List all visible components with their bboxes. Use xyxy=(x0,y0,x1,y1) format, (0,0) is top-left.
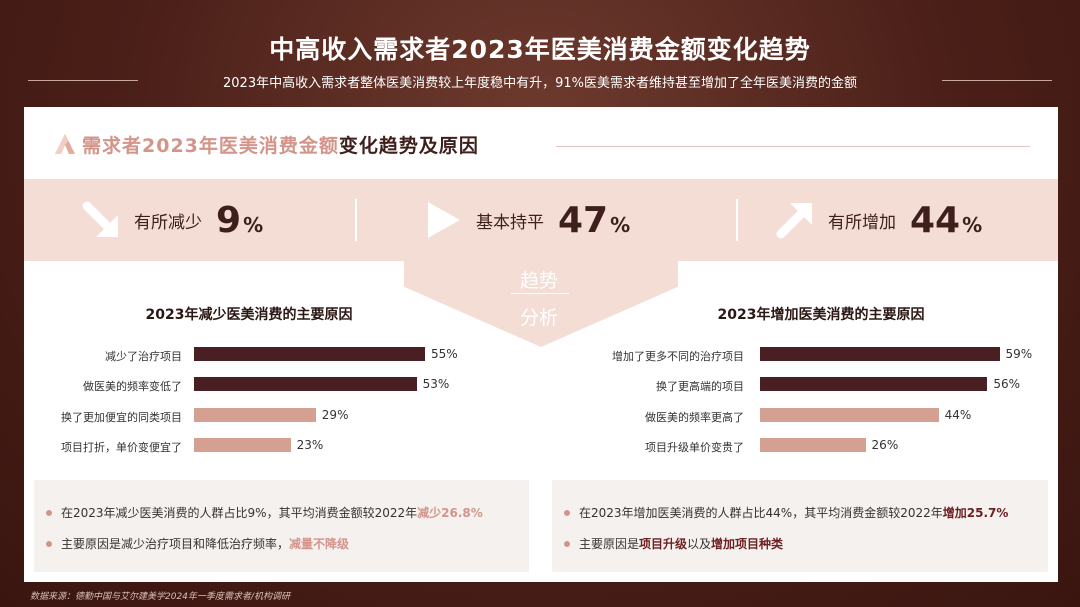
funnel-label-bottom: 分析 xyxy=(519,307,558,329)
bar-value-label: 59% xyxy=(1005,347,1033,361)
bar xyxy=(760,408,939,422)
stat-decrease: 有所减少 9 % xyxy=(80,195,263,245)
bar-value-label: 29% xyxy=(321,408,349,422)
bullet-dot xyxy=(46,509,52,516)
bar-value-label: 44% xyxy=(944,408,972,422)
stat-increase-label: 有所增加 xyxy=(828,212,896,233)
stats-band xyxy=(24,179,1058,261)
note-highlight: 增加项目种类 xyxy=(711,537,784,551)
bar xyxy=(194,347,425,361)
stat-increase: 有所增加 44 % xyxy=(774,195,982,245)
stat-decrease-value: 9 xyxy=(216,199,242,241)
funnel-rule xyxy=(511,293,569,294)
stat-flat-unit: % xyxy=(610,213,631,237)
note-text: 以及 xyxy=(687,537,712,551)
stat-divider xyxy=(355,199,357,241)
bar-category-label: 做医美的频率更高了 xyxy=(645,411,744,424)
bar-category-label: 做医美的频率变低了 xyxy=(83,380,182,393)
chart-title-decrease: 2023年减少医美消费的主要原因 xyxy=(145,307,353,323)
stat-decrease-unit: % xyxy=(243,213,264,237)
bar-value-label: 53% xyxy=(422,377,450,391)
bar xyxy=(194,438,291,452)
section-title-rule xyxy=(556,146,1030,147)
subtitle-rule-left xyxy=(28,80,138,81)
bar xyxy=(760,347,1000,361)
bar-category-label: 项目打折，单价变便宜了 xyxy=(61,441,182,454)
bar-category-label: 增加了更多不同的治疗项目 xyxy=(612,350,744,363)
section-title-light: 需求者2023年医美消费金额 xyxy=(82,135,339,157)
bar-value-label: 55% xyxy=(431,347,458,361)
chart-title-increase: 2023年增加医美消费的主要原因 xyxy=(717,307,925,323)
bar xyxy=(194,408,316,422)
subtitle-rule-right xyxy=(942,80,1052,81)
note-box-decrease: 在2023年减少医美消费的人群占比9%，其平均消费金额较2022年 减少26.8%… xyxy=(34,480,529,572)
bullet-dot xyxy=(46,540,52,547)
page-subtitle: 2023年中高收入需求者整体医美消费较上年度稳中有升，91%医美需求者维持甚至增… xyxy=(223,76,857,91)
stat-increase-value: 44 xyxy=(910,199,961,241)
note-highlight: 减量不降级 xyxy=(289,537,350,551)
note-item: 主要原因是 项目升级 以及 增加项目种类 xyxy=(564,535,783,552)
stat-divider xyxy=(736,199,738,241)
bar xyxy=(760,377,988,391)
content-card: 需求者2023年医美消费金额变化趋势及原因 趋势 分析 有所减少 9 % 基本持… xyxy=(24,107,1058,582)
note-highlight: 增加25.7% xyxy=(942,506,1009,520)
section-title-dark: 变化趋势及原因 xyxy=(338,135,479,157)
page-title: 中高收入需求者2023年医美消费金额变化趋势 xyxy=(269,35,811,64)
letter-a-icon xyxy=(55,134,75,154)
note-text: 在2023年减少医美消费的人群占比9%，其平均消费金额较2022年 xyxy=(61,506,418,520)
arrow-up-right-icon xyxy=(776,203,812,239)
bullet-dot xyxy=(564,509,570,516)
funnel-label-top: 趋势 xyxy=(519,270,558,292)
stat-decrease-label: 有所减少 xyxy=(134,212,202,233)
note-text: 主要原因是 xyxy=(579,537,640,551)
stat-flat: 基本持平 47 % xyxy=(422,195,630,245)
note-highlight: 项目升级 xyxy=(639,537,688,551)
stat-increase-unit: % xyxy=(962,213,983,237)
note-box-increase: 在2023年增加医美消费的人群占比44%，其平均消费金额较2022年 增加25.7… xyxy=(552,480,1048,572)
note-highlight: 减少26.8% xyxy=(417,506,483,520)
bar-value-label: 26% xyxy=(871,438,899,452)
bar-category-label: 项目升级单价变贵了 xyxy=(645,441,744,454)
bar-value-label: 56% xyxy=(993,377,1021,391)
note-item: 在2023年增加医美消费的人群占比44%，其平均消费金额较2022年 增加25.7… xyxy=(564,504,1008,521)
section-title: 需求者2023年医美消费金额变化趋势及原因 xyxy=(54,131,479,158)
play-right-icon xyxy=(428,202,460,238)
bar xyxy=(194,377,417,391)
stat-flat-value: 47 xyxy=(558,199,609,241)
arrow-down-right-icon xyxy=(82,201,118,237)
bar xyxy=(760,438,866,452)
note-item: 在2023年减少医美消费的人群占比9%，其平均消费金额较2022年 减少26.8% xyxy=(46,504,483,521)
note-text: 主要原因是减少治疗项目和降低治疗频率， xyxy=(61,537,290,551)
bar-category-label: 换了更高端的项目 xyxy=(656,380,744,393)
bullet-dot xyxy=(564,540,570,547)
stat-flat-label: 基本持平 xyxy=(476,212,544,233)
bar-category-label: 换了更加便宜的同类项目 xyxy=(61,411,182,424)
note-text: 在2023年增加医美消费的人群占比44%，其平均消费金额较2022年 xyxy=(579,506,943,520)
bar-category-label: 减少了治疗项目 xyxy=(105,350,182,363)
bar-value-label: 23% xyxy=(296,438,324,452)
note-item: 主要原因是减少治疗项目和降低治疗频率， 减量不降级 xyxy=(46,535,349,552)
data-source: 数据来源：德勤中国与艾尔建美学2024年一季度需求者/机构调研 xyxy=(30,592,290,602)
